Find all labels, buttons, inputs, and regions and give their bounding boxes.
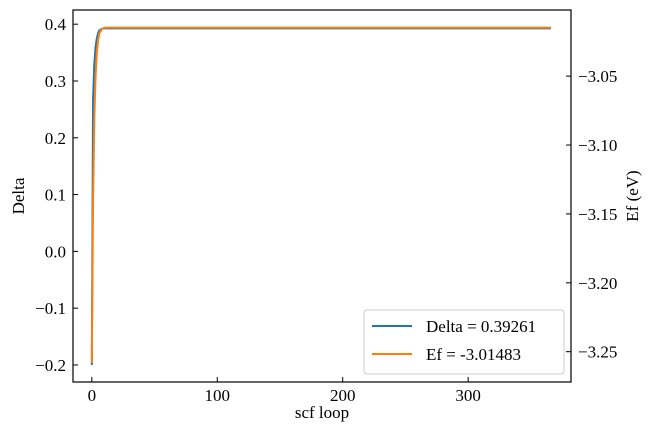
y-left-tick-label: 0.4 [45,15,67,34]
y-right-tick-label: −3.25 [578,343,617,362]
y-right-tick-label: −3.10 [578,136,617,155]
x-tick-label: 200 [330,386,356,405]
y-left-tick-label: 0.0 [45,242,66,261]
series-layer [90,26,551,365]
y-left-tick-label: 0.3 [45,72,66,91]
x-tick-label: 100 [205,386,231,405]
y-right-tick-label: −3.05 [578,67,617,86]
legend-box [363,309,565,375]
x-tick-label: 0 [88,386,97,405]
y-right-tick-label: −3.15 [578,205,617,224]
y-left-tick-label: 0.2 [45,129,66,148]
legend: Delta = 0.39261 Ef = -3.01483 [363,309,565,375]
y-axis-right-label: Ef (eV) [623,170,642,221]
legend-ef-label: Ef = -3.01483 [426,345,521,364]
y-right-tick-label: −3.20 [578,274,617,293]
plot-frame [72,9,572,383]
y-axis-left-label: Delta [9,177,28,214]
y-left-tick-label: −0.2 [35,356,66,375]
x-tick-label: 300 [455,386,481,405]
y-left-tick-label: 0.1 [45,186,66,205]
legend-delta-label: Delta = 0.39261 [426,317,536,336]
y-left-tick-label: −0.1 [35,299,66,318]
series-line-1 [90,26,551,363]
x-axis-label: scf loop [295,403,349,422]
ticks-layer: 0 100 200 300 −0.2 −0.1 0.0 0.1 0.2 0.3 0.4 −3.25 −3… [35,15,617,405]
